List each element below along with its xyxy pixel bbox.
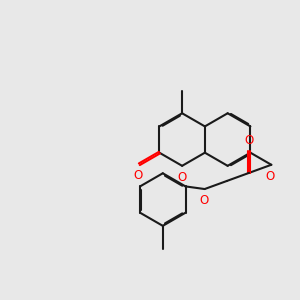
Text: O: O [178, 171, 187, 184]
Text: O: O [199, 194, 208, 207]
Text: O: O [133, 169, 142, 182]
Text: O: O [244, 134, 254, 147]
Text: O: O [266, 170, 275, 183]
